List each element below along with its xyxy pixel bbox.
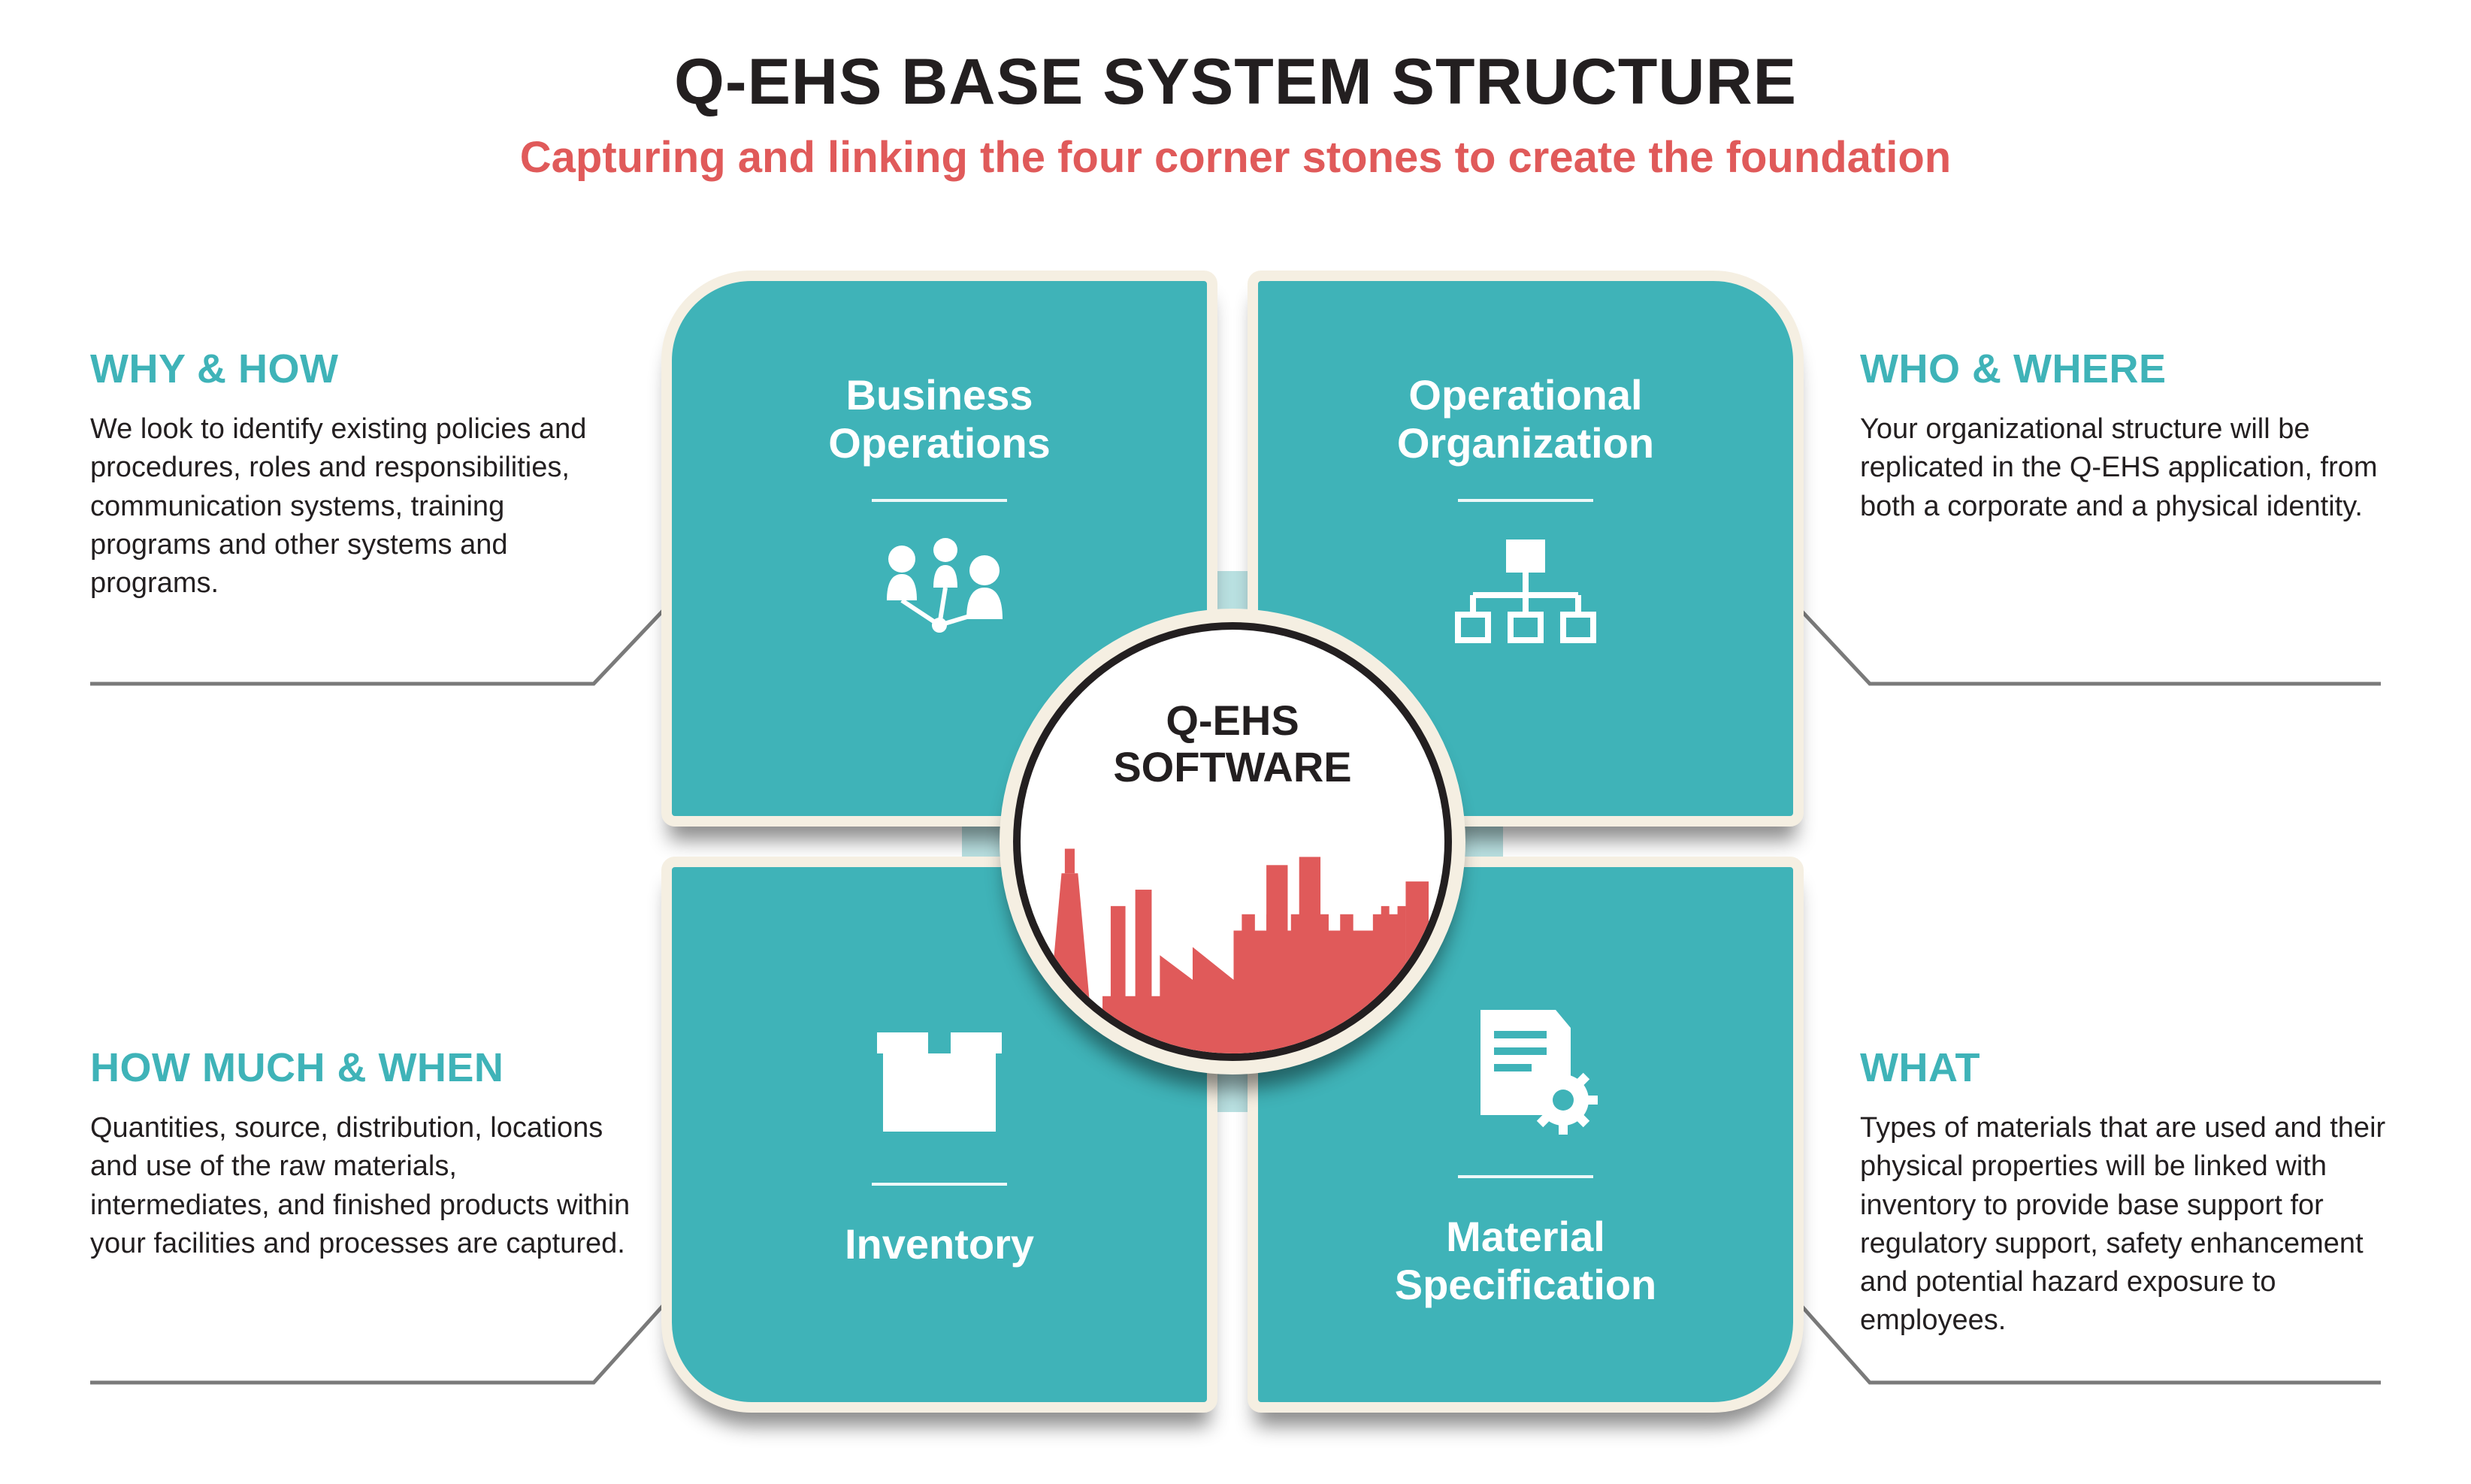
tile-divider <box>872 499 1007 502</box>
callout-body: Your organizational structure will be re… <box>1860 410 2386 526</box>
center-circle-ring: Q-EHS SOFTWARE <box>1013 622 1452 1061</box>
people-network-icon <box>864 536 1015 645</box>
infographic-stage: Q-EHS BASE SYSTEM STRUCTURE Capturing an… <box>0 0 2471 1484</box>
center-label-line2: SOFTWARE <box>1113 743 1351 790</box>
tile-label-line1: Operational <box>1408 371 1642 419</box>
tile-label: Operational Organization <box>1258 371 1793 468</box>
center-label-line1: Q-EHS <box>1166 697 1299 744</box>
tile-label-line1: Material <box>1446 1213 1605 1260</box>
org-chart-icon <box>1450 536 1601 653</box>
callout-why-how: WHY & HOW We look to identify existing p… <box>90 346 616 603</box>
tile-label: Business Operations <box>672 371 1207 468</box>
factory-silhouette-icon <box>1021 808 1444 1053</box>
callout-what: WHAT Types of materials that are used an… <box>1860 1044 2386 1340</box>
tile-divider <box>872 1183 1007 1186</box>
document-gear-icon <box>1450 1002 1601 1141</box>
center-circle: Q-EHS SOFTWARE <box>1000 609 1465 1074</box>
callout-body: Quantities, source, distribution, locati… <box>90 1109 631 1263</box>
tile-label-line2: Specification <box>1395 1261 1657 1308</box>
callout-how-much-when: HOW MUCH & WHEN Quantities, source, dist… <box>90 1044 631 1263</box>
center-circle-inner: Q-EHS SOFTWARE <box>1021 630 1444 1053</box>
callout-heading: WHO & WHERE <box>1860 346 2386 392</box>
tile-divider <box>1458 1175 1593 1178</box>
main-title: Q-EHS BASE SYSTEM STRUCTURE <box>0 45 2471 119</box>
callout-body: Types of materials that are used and the… <box>1860 1109 2386 1340</box>
tile-label-line1: Business <box>846 371 1033 419</box>
callout-heading: WHAT <box>1860 1044 2386 1091</box>
subtitle: Capturing and linking the four corner st… <box>0 132 2471 183</box>
callout-heading: WHY & HOW <box>90 346 616 392</box>
tile-label-line1: Inventory <box>845 1220 1034 1268</box>
tile-label: Inventory <box>672 1220 1207 1268</box>
tile-label: Material Specification <box>1258 1213 1793 1310</box>
callout-who-where: WHO & WHERE Your organizational structur… <box>1860 346 2386 526</box>
tile-divider <box>1458 499 1593 502</box>
tile-label-line2: Organization <box>1397 419 1654 467</box>
tile-label-line2: Operations <box>828 419 1051 467</box>
callout-heading: HOW MUCH & WHEN <box>90 1044 631 1091</box>
quad-container: Business Operations <box>661 271 1804 1413</box>
callout-body: We look to identify existing policies an… <box>90 410 616 603</box>
center-label: Q-EHS SOFTWARE <box>1021 697 1444 790</box>
box-icon <box>868 1017 1011 1141</box>
